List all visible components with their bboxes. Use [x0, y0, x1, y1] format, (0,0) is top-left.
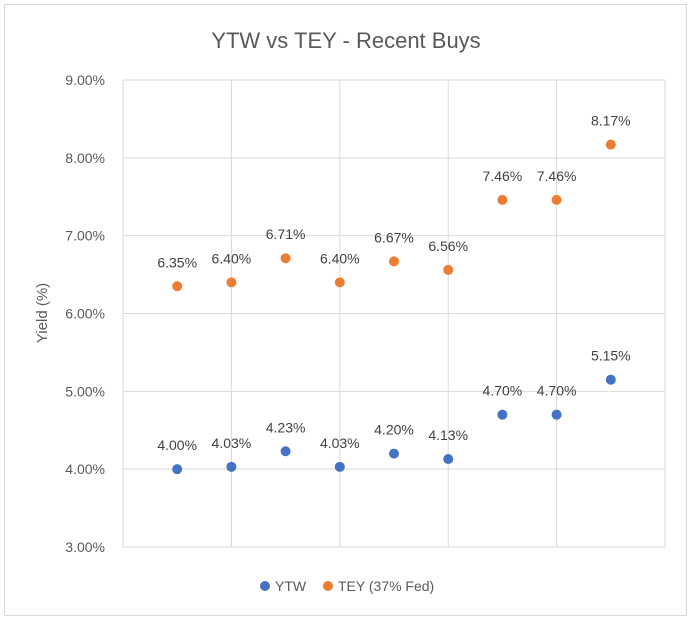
data-point [389, 448, 399, 459]
data-label: 4.20% [374, 422, 414, 438]
gridlines [122, 79, 666, 548]
data-label: 6.56% [428, 238, 468, 254]
chart-title: YTW vs TEY - Recent Buys [211, 28, 480, 53]
data-label: 7.46% [537, 168, 577, 184]
data-point [443, 264, 454, 275]
y-tick-label: 8.00% [65, 150, 105, 166]
data-point [280, 446, 291, 457]
data-point [172, 281, 183, 292]
legend-label: YTW [275, 578, 307, 594]
data-point [334, 461, 345, 472]
chart-frame [4, 4, 687, 616]
legend-label: TEY (37% Fed) [338, 578, 434, 594]
data-point [389, 256, 399, 267]
data-point [551, 194, 562, 205]
data-label: 4.70% [537, 383, 577, 399]
y-tick-label: 5.00% [65, 383, 105, 399]
data-point [605, 139, 616, 150]
data-label: 4.00% [157, 437, 197, 453]
data-label: 6.40% [320, 250, 360, 266]
data-label: 5.15% [591, 348, 631, 364]
y-axis-label: Yield (%) [34, 283, 51, 343]
y-tick-label: 4.00% [65, 461, 105, 477]
data-label: 4.03% [212, 435, 252, 451]
y-tick-label: 6.00% [65, 306, 105, 322]
y-axis-ticks: 3.00% 4.00% 5.00% 6.00% 7.00% 8.00% 9.00% [65, 72, 105, 555]
y-tick-label: 7.00% [65, 228, 105, 244]
data-point [497, 409, 508, 420]
data-label: 6.35% [157, 254, 197, 270]
legend-marker [260, 581, 270, 591]
data-point [226, 461, 237, 472]
data-label: 7.46% [483, 168, 523, 184]
data-points: 4.00% 4.03% 4.23% 4.03% 4.20% 4.13% 4.70% 4.70%… [157, 113, 631, 475]
data-point [605, 374, 616, 385]
data-point [280, 253, 291, 264]
data-label: 8.17% [591, 113, 631, 129]
data-label: 4.13% [428, 427, 468, 443]
y-tick-label: 9.00% [65, 72, 105, 88]
legend: YTW TEY (37% Fed) [260, 578, 434, 594]
data-label: 4.03% [320, 435, 360, 451]
data-point [551, 409, 562, 420]
data-label: 6.40% [212, 250, 252, 266]
data-point [226, 277, 237, 288]
data-label: 4.70% [483, 383, 523, 399]
data-point [443, 454, 454, 465]
data-point [172, 464, 183, 475]
data-point [334, 277, 345, 288]
data-point [497, 194, 508, 205]
y-tick-label: 3.00% [65, 539, 105, 555]
legend-marker [323, 581, 333, 591]
data-label: 4.23% [266, 419, 306, 435]
data-label: 6.67% [374, 229, 414, 245]
data-label: 6.71% [266, 226, 306, 242]
